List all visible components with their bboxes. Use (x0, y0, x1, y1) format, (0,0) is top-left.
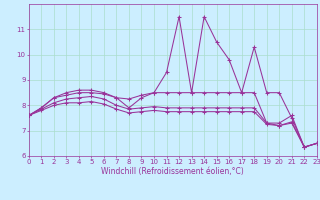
X-axis label: Windchill (Refroidissement éolien,°C): Windchill (Refroidissement éolien,°C) (101, 167, 244, 176)
